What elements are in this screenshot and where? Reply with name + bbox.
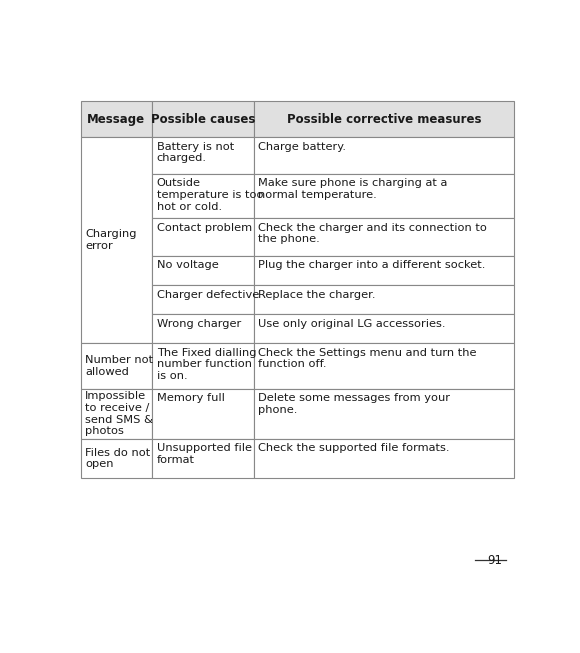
Bar [152,256,254,285]
Bar [254,389,514,439]
Text: Check the Settings menu and turn the
function off.: Check the Settings menu and turn the fun… [259,348,477,370]
Bar [152,174,254,218]
Bar [152,137,254,174]
Bar [152,218,254,256]
Text: Charge battery.: Charge battery. [259,142,346,151]
Text: Possible corrective measures: Possible corrective measures [287,112,481,125]
Bar [152,343,254,389]
Bar [152,285,254,314]
Text: Plug the charger into a different socket.: Plug the charger into a different socket… [259,261,486,270]
Bar [81,101,152,137]
Text: Charger defective: Charger defective [157,289,259,300]
Bar [152,389,254,439]
Text: Battery is not
charged.: Battery is not charged. [157,142,234,163]
Bar [254,314,514,343]
Text: Delete some messages from your
phone.: Delete some messages from your phone. [259,393,451,415]
Text: The Fixed dialling
number function
is on.: The Fixed dialling number function is on… [157,348,256,381]
Text: Outside
temperature is too
hot or cold.: Outside temperature is too hot or cold. [157,178,263,212]
Text: Charging
error: Charging error [85,229,136,251]
Text: Make sure phone is charging at a
normal temperature.: Make sure phone is charging at a normal … [259,178,448,200]
Bar [81,137,152,343]
Bar [254,343,514,389]
Text: Message: Message [87,112,146,125]
Text: Unsupported file
format: Unsupported file format [157,443,252,465]
Bar [152,101,254,137]
Bar [81,389,152,439]
Bar [81,439,152,478]
Text: Use only original LG accessories.: Use only original LG accessories. [259,319,446,328]
Bar [254,256,514,285]
Text: Number not
allowed: Number not allowed [85,355,153,377]
Text: Contact problem: Contact problem [157,223,252,232]
Text: 91: 91 [488,554,503,567]
Bar [152,314,254,343]
Text: Possible causes: Possible causes [151,112,255,125]
Text: Check the charger and its connection to
the phone.: Check the charger and its connection to … [259,223,487,244]
Bar [254,218,514,256]
Text: Memory full: Memory full [157,393,224,403]
Bar [254,285,514,314]
Bar [254,174,514,218]
Text: Files do not
open: Files do not open [85,448,150,470]
Bar [152,439,254,478]
Bar [81,343,152,389]
Bar [254,101,514,137]
Text: No voltage: No voltage [157,261,218,270]
Text: Wrong charger: Wrong charger [157,319,241,328]
Bar [254,439,514,478]
Bar [254,137,514,174]
Text: Replace the charger.: Replace the charger. [259,289,376,300]
Text: Impossible
to receive /
send SMS &
photos: Impossible to receive / send SMS & photo… [85,391,153,436]
Text: Check the supported file formats.: Check the supported file formats. [259,443,450,453]
